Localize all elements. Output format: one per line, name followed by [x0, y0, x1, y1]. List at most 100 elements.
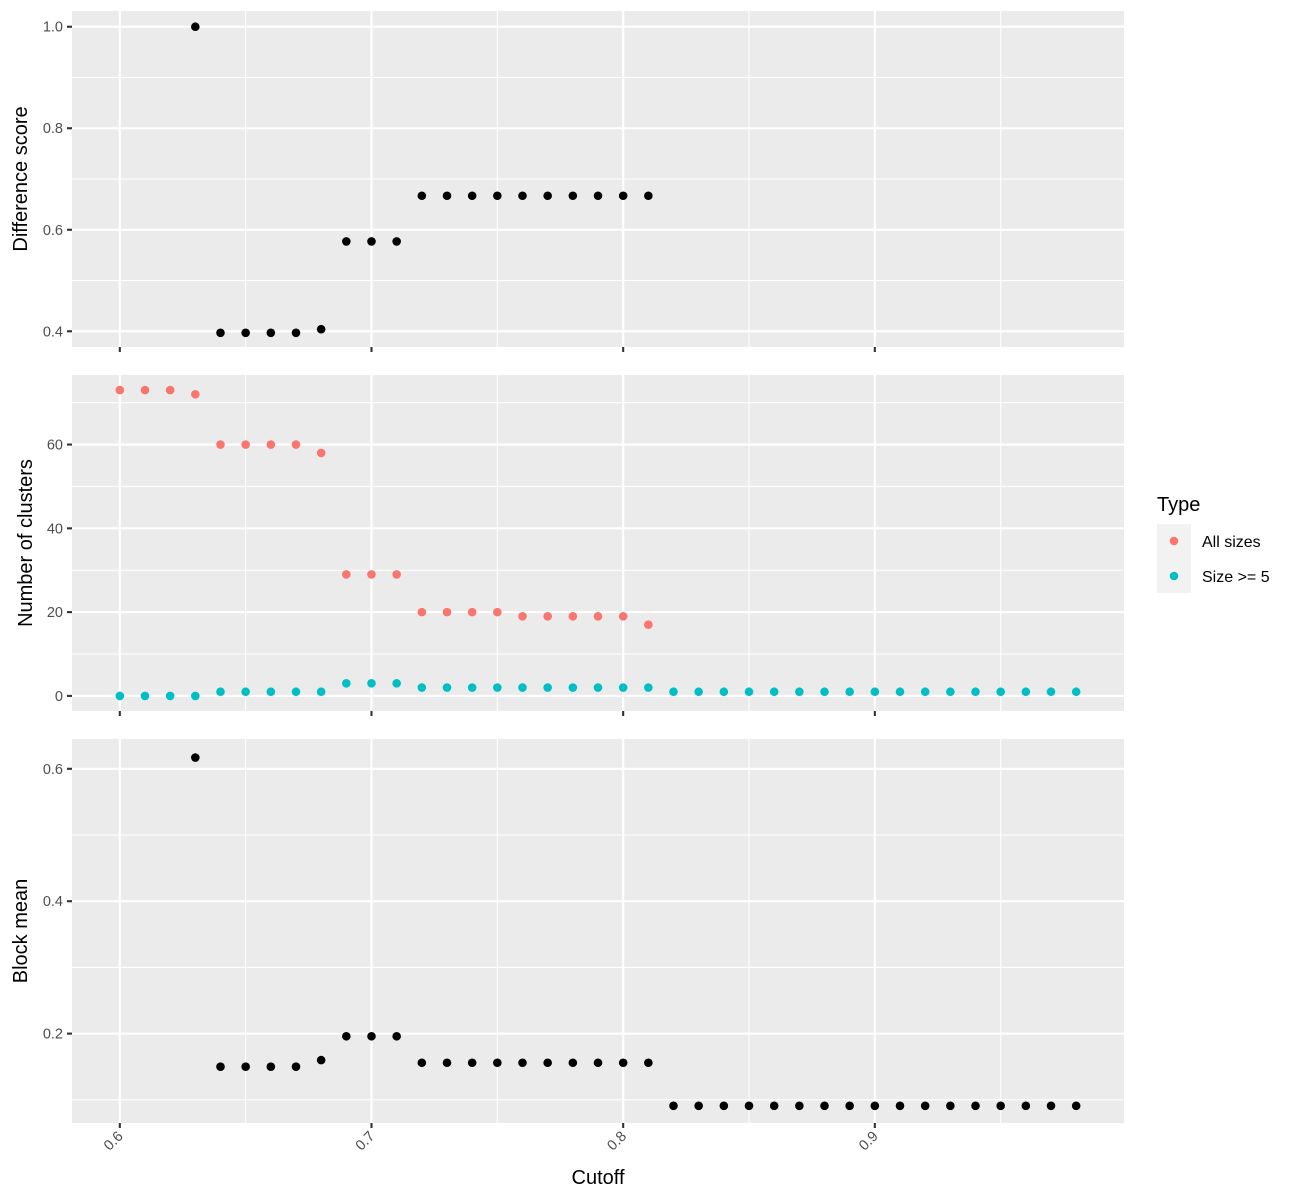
data-point	[342, 237, 351, 246]
data-point	[694, 687, 703, 697]
data-point	[568, 1058, 578, 1068]
data-point	[820, 1101, 829, 1111]
data-point	[971, 1101, 980, 1111]
data-point	[644, 620, 653, 629]
data-point	[895, 687, 905, 697]
data-point	[191, 389, 200, 399]
x-tick-label: 0.6	[101, 1129, 127, 1155]
data-point	[920, 687, 930, 697]
x-tick-label: 0.8	[604, 1129, 630, 1155]
x-axis: 0.6 0.7 0.8 0.9	[101, 1129, 882, 1155]
data-point	[316, 324, 326, 334]
data-point	[191, 22, 200, 32]
legend-key	[1169, 571, 1179, 581]
x-axis-title: Cutoff	[572, 1167, 625, 1189]
data-point	[342, 570, 351, 579]
data-point	[895, 1101, 905, 1111]
data-point	[467, 607, 477, 617]
data-point	[165, 385, 175, 395]
series-all-sizes	[115, 385, 653, 629]
data-point	[417, 1058, 427, 1068]
data-point	[417, 683, 427, 692]
data-point	[946, 1101, 955, 1111]
data-point	[493, 1058, 502, 1068]
data-point	[493, 607, 502, 617]
data-point	[543, 683, 552, 692]
data-point	[417, 607, 427, 617]
data-point	[241, 328, 250, 338]
data-point	[392, 570, 401, 579]
data-point	[644, 1058, 653, 1068]
data-point	[1071, 1101, 1081, 1111]
data-point	[316, 687, 326, 697]
data-point	[618, 612, 628, 621]
data-point	[115, 691, 125, 701]
data-point	[568, 683, 578, 692]
series-difference-score	[191, 22, 653, 338]
data-point	[644, 683, 653, 692]
y-axis-title: Difference score	[10, 106, 32, 251]
panel-block-mean: 0.2 0.4 0.6 Block mean	[10, 739, 1124, 1128]
data-point	[367, 570, 376, 579]
legend: Type All sizes Size >= 5	[1157, 494, 1270, 593]
data-point	[769, 1101, 779, 1111]
data-point	[543, 191, 552, 201]
data-point	[820, 687, 829, 697]
data-point	[669, 687, 678, 697]
data-point	[266, 687, 276, 697]
data-point	[518, 683, 527, 692]
data-point	[241, 1062, 250, 1072]
data-point	[467, 683, 477, 692]
y-tick-label: 0.2	[43, 1027, 63, 1043]
data-point	[392, 237, 401, 246]
y-tick-label: 0	[55, 689, 63, 705]
data-point	[568, 191, 578, 201]
data-point	[216, 1062, 225, 1072]
data-point	[342, 1031, 351, 1041]
data-point	[442, 191, 452, 201]
data-point	[140, 691, 150, 701]
data-point	[1046, 687, 1056, 697]
data-point	[1021, 687, 1031, 697]
data-point	[266, 440, 276, 449]
data-point	[442, 1058, 452, 1068]
data-point	[367, 237, 376, 246]
data-point	[971, 687, 980, 697]
data-point	[669, 1101, 678, 1111]
data-point	[216, 440, 225, 449]
legend-key-background	[1157, 524, 1191, 593]
data-point	[543, 1058, 552, 1068]
x-tick-label: 0.7	[353, 1129, 379, 1155]
data-point	[518, 191, 527, 201]
data-point	[216, 328, 225, 338]
legend-key	[1169, 536, 1179, 546]
data-point	[996, 1101, 1005, 1111]
data-point	[795, 687, 804, 697]
data-point	[1021, 1101, 1031, 1111]
y-tick-label: 1.0	[43, 20, 63, 36]
data-point	[845, 687, 854, 697]
legend-label: All sizes	[1202, 534, 1261, 551]
data-point	[518, 612, 527, 621]
data-point	[467, 1058, 477, 1068]
data-point	[593, 191, 603, 201]
data-point	[618, 191, 628, 201]
legend-title: Type	[1157, 494, 1200, 516]
data-point	[165, 691, 175, 701]
data-point	[769, 687, 779, 697]
data-point	[845, 1101, 854, 1111]
data-point	[291, 328, 301, 338]
y-tick-label: 0.6	[43, 762, 63, 778]
data-point	[920, 1101, 930, 1111]
data-point	[417, 191, 427, 201]
data-point	[392, 679, 401, 688]
data-point	[316, 1055, 326, 1065]
y-tick-label: 20	[47, 605, 63, 621]
data-point	[795, 1101, 804, 1111]
y-axis-title: Block mean	[10, 879, 32, 984]
data-point	[1046, 1101, 1056, 1111]
data-point	[367, 1031, 376, 1041]
series-size-5	[115, 679, 1081, 701]
y-tick-label: 60	[47, 438, 63, 454]
